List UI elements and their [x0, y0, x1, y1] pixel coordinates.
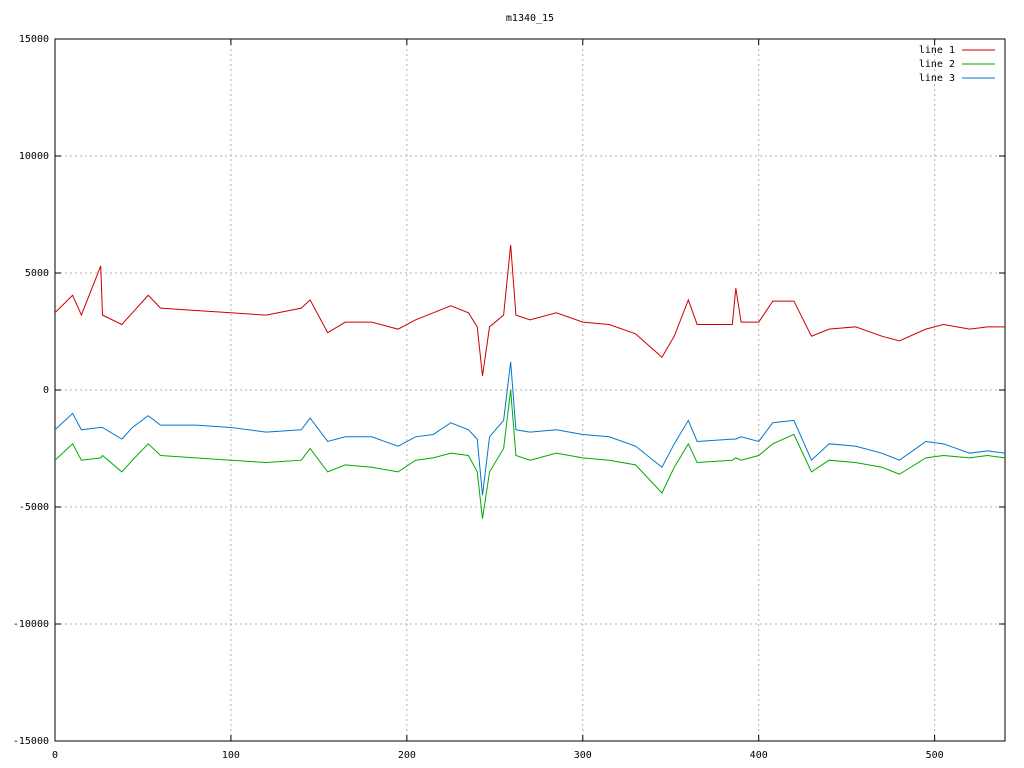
y-tick-label: 0 [43, 385, 49, 396]
y-tick-label: -15000 [13, 736, 49, 747]
y-tick-label: 15000 [19, 34, 49, 45]
y-tick-label: -5000 [19, 502, 49, 513]
legend-label: line 3 [919, 73, 955, 84]
y-tick-label: 10000 [19, 151, 49, 162]
y-tick-label: 5000 [25, 268, 49, 279]
y-tick-label: -10000 [13, 619, 49, 630]
data-line [54, 244, 1005, 377]
plot-frame [54, 38, 1006, 742]
x-tick-label: 200 [398, 750, 416, 761]
x-tick-label: 100 [222, 750, 240, 761]
data-line [54, 389, 1006, 519]
data-line [54, 361, 1006, 496]
legend-label: line 1 [919, 45, 955, 56]
x-tick-label: 400 [750, 750, 768, 761]
x-tick-label: 300 [574, 750, 592, 761]
x-tick-label: 0 [52, 750, 58, 761]
chart-title: m1340_15 [506, 13, 554, 24]
x-tick-label: 500 [926, 750, 944, 761]
legend-label: line 2 [919, 59, 955, 70]
